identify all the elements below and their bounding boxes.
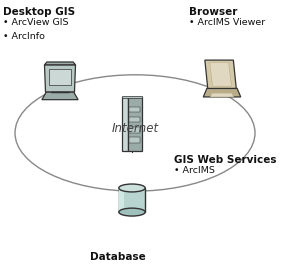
Bar xyxy=(129,107,140,112)
Polygon shape xyxy=(128,97,142,151)
Polygon shape xyxy=(205,60,236,88)
Ellipse shape xyxy=(119,208,145,216)
Text: Browser: Browser xyxy=(189,7,237,17)
Polygon shape xyxy=(44,65,76,92)
Text: • ArcIMS: • ArcIMS xyxy=(174,166,215,175)
Text: • ArcInfo: • ArcInfo xyxy=(3,32,45,41)
Polygon shape xyxy=(44,62,76,65)
Bar xyxy=(119,188,124,212)
Bar xyxy=(129,127,140,133)
Polygon shape xyxy=(203,88,241,97)
Text: Database: Database xyxy=(90,252,146,262)
Bar xyxy=(122,96,142,98)
Polygon shape xyxy=(210,93,234,97)
Text: GIS Web Services: GIS Web Services xyxy=(174,155,277,165)
Bar xyxy=(49,70,71,85)
Text: • ArcIMS Viewer: • ArcIMS Viewer xyxy=(189,18,265,27)
Text: Desktop GIS: Desktop GIS xyxy=(3,7,75,17)
Text: • ArcView GIS: • ArcView GIS xyxy=(3,18,68,27)
Bar xyxy=(129,137,140,143)
Ellipse shape xyxy=(119,184,145,192)
Bar xyxy=(129,117,140,122)
Polygon shape xyxy=(122,97,128,151)
Polygon shape xyxy=(119,188,145,212)
Text: Internet: Internet xyxy=(111,122,159,135)
Polygon shape xyxy=(42,92,78,100)
Polygon shape xyxy=(210,62,232,86)
